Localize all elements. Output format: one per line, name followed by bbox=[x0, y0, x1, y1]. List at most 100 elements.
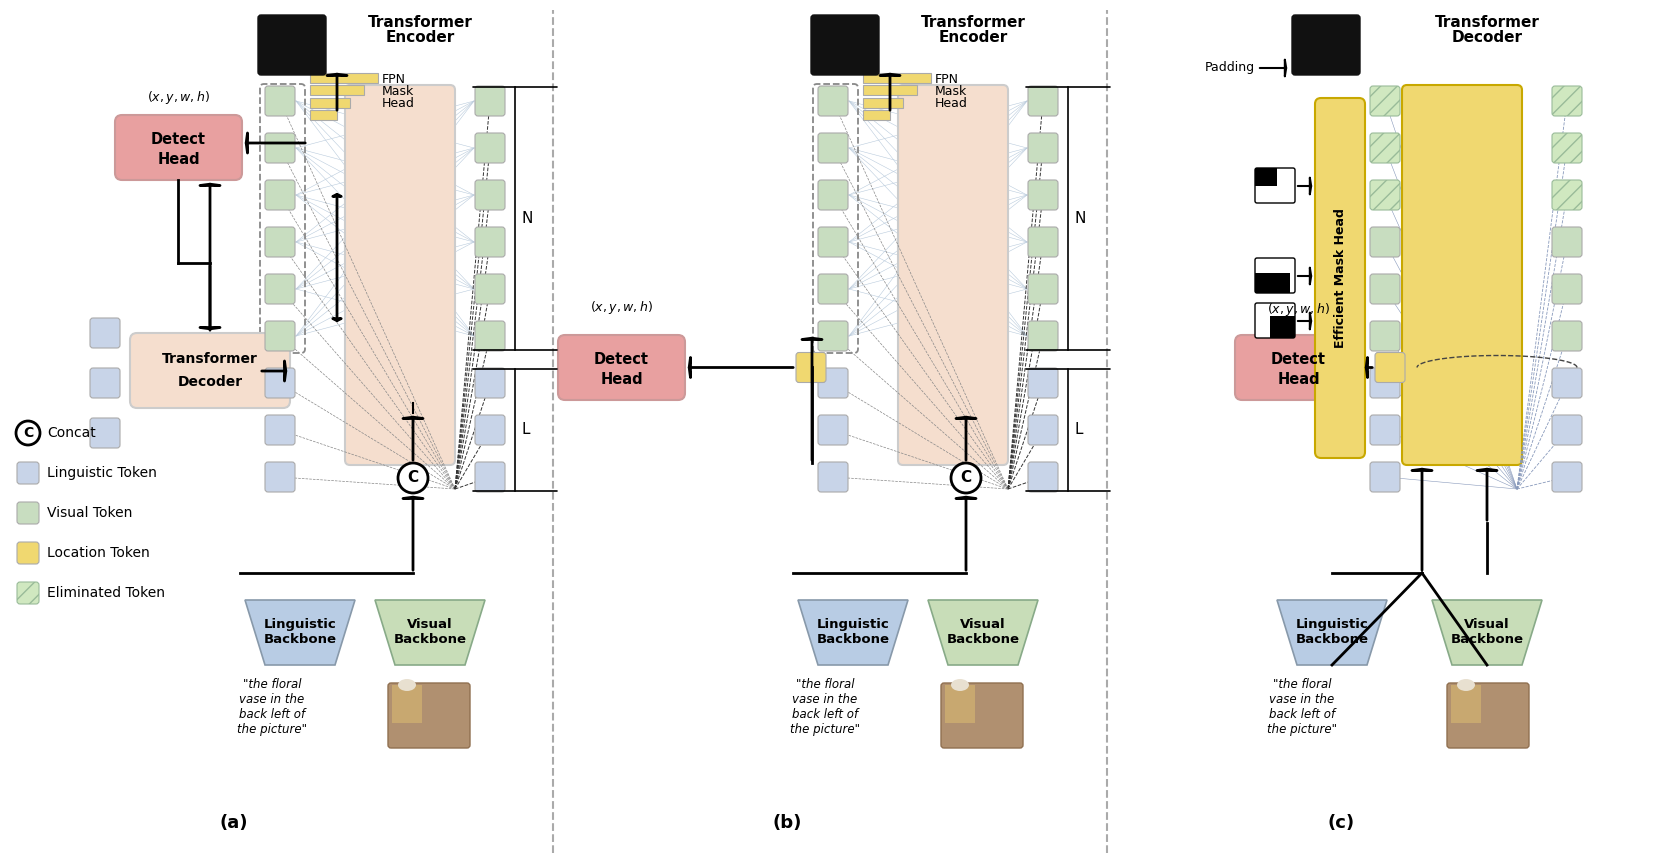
Text: Transformer: Transformer bbox=[163, 352, 257, 366]
Ellipse shape bbox=[398, 679, 417, 691]
FancyBboxPatch shape bbox=[1552, 86, 1582, 116]
FancyBboxPatch shape bbox=[1374, 352, 1404, 382]
Text: Decoder: Decoder bbox=[1451, 30, 1522, 45]
FancyBboxPatch shape bbox=[1370, 415, 1399, 445]
Text: Head: Head bbox=[158, 152, 199, 167]
FancyBboxPatch shape bbox=[475, 462, 505, 492]
FancyBboxPatch shape bbox=[266, 415, 295, 445]
FancyBboxPatch shape bbox=[475, 415, 505, 445]
Text: Efficient Mask Head: Efficient Mask Head bbox=[1333, 208, 1346, 348]
FancyBboxPatch shape bbox=[558, 335, 686, 400]
Circle shape bbox=[951, 463, 981, 493]
FancyBboxPatch shape bbox=[1255, 258, 1295, 293]
Bar bbox=[310, 98, 350, 108]
Text: C: C bbox=[961, 470, 971, 486]
Text: Linguistic Token: Linguistic Token bbox=[46, 466, 158, 480]
Polygon shape bbox=[798, 600, 908, 665]
Text: Padding: Padding bbox=[1205, 61, 1255, 74]
FancyBboxPatch shape bbox=[475, 133, 505, 163]
FancyBboxPatch shape bbox=[1370, 133, 1399, 163]
FancyBboxPatch shape bbox=[1403, 85, 1522, 465]
FancyBboxPatch shape bbox=[1370, 321, 1399, 351]
FancyBboxPatch shape bbox=[90, 318, 120, 348]
FancyBboxPatch shape bbox=[475, 321, 505, 351]
Text: Visual
Backbone: Visual Backbone bbox=[946, 618, 1019, 646]
Text: Head: Head bbox=[935, 97, 968, 110]
Bar bbox=[945, 685, 974, 723]
Text: Mask: Mask bbox=[382, 85, 415, 98]
FancyBboxPatch shape bbox=[475, 86, 505, 116]
Text: Decoder: Decoder bbox=[178, 375, 242, 388]
Text: Transformer: Transformer bbox=[367, 15, 473, 30]
FancyBboxPatch shape bbox=[1552, 415, 1582, 445]
FancyBboxPatch shape bbox=[1028, 415, 1057, 445]
FancyBboxPatch shape bbox=[1370, 86, 1399, 116]
Text: $(x, y, w, h)$: $(x, y, w, h)$ bbox=[589, 299, 652, 316]
FancyBboxPatch shape bbox=[818, 274, 848, 304]
Bar bbox=[863, 73, 931, 83]
FancyBboxPatch shape bbox=[818, 415, 848, 445]
FancyBboxPatch shape bbox=[1552, 368, 1582, 398]
FancyBboxPatch shape bbox=[812, 15, 880, 75]
Text: "the floral
vase in the
back left of
the picture": "the floral vase in the back left of the… bbox=[237, 678, 307, 736]
FancyBboxPatch shape bbox=[345, 85, 455, 465]
Polygon shape bbox=[246, 600, 355, 665]
Bar bbox=[310, 73, 378, 83]
FancyBboxPatch shape bbox=[1370, 274, 1399, 304]
FancyBboxPatch shape bbox=[266, 227, 295, 257]
Text: "the floral
vase in the
back left of
the picture": "the floral vase in the back left of the… bbox=[1267, 678, 1336, 736]
FancyBboxPatch shape bbox=[266, 462, 295, 492]
Text: Concat: Concat bbox=[46, 426, 96, 440]
Bar bbox=[863, 85, 916, 95]
Text: FPN: FPN bbox=[382, 73, 407, 86]
FancyBboxPatch shape bbox=[475, 274, 505, 304]
FancyBboxPatch shape bbox=[818, 180, 848, 210]
FancyBboxPatch shape bbox=[257, 15, 325, 75]
FancyBboxPatch shape bbox=[1255, 303, 1295, 338]
FancyBboxPatch shape bbox=[1028, 462, 1057, 492]
Bar bbox=[310, 110, 337, 120]
FancyBboxPatch shape bbox=[1552, 321, 1582, 351]
Text: (b): (b) bbox=[772, 814, 802, 832]
FancyBboxPatch shape bbox=[266, 133, 295, 163]
FancyBboxPatch shape bbox=[1028, 86, 1057, 116]
FancyBboxPatch shape bbox=[1370, 227, 1399, 257]
Bar bbox=[863, 98, 903, 108]
Text: "the floral
vase in the
back left of
the picture": "the floral vase in the back left of the… bbox=[790, 678, 860, 736]
FancyBboxPatch shape bbox=[388, 683, 470, 748]
Text: Encoder: Encoder bbox=[385, 30, 455, 45]
Text: Mask: Mask bbox=[935, 85, 968, 98]
Bar bbox=[310, 85, 364, 95]
Bar bbox=[1451, 685, 1481, 723]
FancyBboxPatch shape bbox=[17, 462, 38, 484]
Ellipse shape bbox=[1457, 679, 1476, 691]
FancyBboxPatch shape bbox=[818, 368, 848, 398]
Text: Visual
Backbone: Visual Backbone bbox=[1451, 618, 1524, 646]
FancyBboxPatch shape bbox=[90, 418, 120, 448]
FancyBboxPatch shape bbox=[90, 368, 120, 398]
FancyBboxPatch shape bbox=[475, 227, 505, 257]
FancyBboxPatch shape bbox=[1370, 462, 1399, 492]
Text: $(x, y, w, h)$: $(x, y, w, h)$ bbox=[1267, 301, 1330, 318]
Text: Encoder: Encoder bbox=[938, 30, 1008, 45]
FancyBboxPatch shape bbox=[818, 321, 848, 351]
FancyBboxPatch shape bbox=[1448, 683, 1529, 748]
Text: Linguistic
Backbone: Linguistic Backbone bbox=[264, 618, 337, 646]
Text: N: N bbox=[521, 211, 533, 226]
FancyBboxPatch shape bbox=[818, 86, 848, 116]
Text: L: L bbox=[521, 423, 530, 438]
FancyBboxPatch shape bbox=[266, 368, 295, 398]
Text: Detect: Detect bbox=[151, 132, 206, 148]
Text: FPN: FPN bbox=[935, 73, 959, 86]
Polygon shape bbox=[1433, 600, 1542, 665]
FancyBboxPatch shape bbox=[818, 227, 848, 257]
FancyBboxPatch shape bbox=[1370, 180, 1399, 210]
Text: Head: Head bbox=[382, 97, 415, 110]
FancyBboxPatch shape bbox=[266, 180, 295, 210]
Text: N: N bbox=[1074, 211, 1086, 226]
FancyBboxPatch shape bbox=[1235, 335, 1361, 400]
Text: C: C bbox=[23, 426, 33, 440]
FancyBboxPatch shape bbox=[17, 582, 38, 604]
Text: Transformer: Transformer bbox=[1434, 15, 1539, 30]
Text: L: L bbox=[1074, 423, 1082, 438]
